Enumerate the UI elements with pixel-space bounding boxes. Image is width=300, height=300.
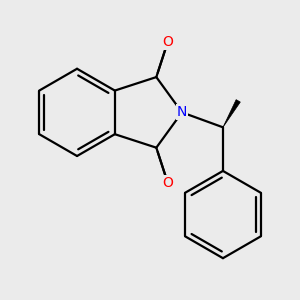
Text: N: N	[177, 105, 187, 119]
Text: O: O	[162, 176, 173, 190]
Text: O: O	[162, 35, 173, 49]
Polygon shape	[223, 100, 240, 127]
